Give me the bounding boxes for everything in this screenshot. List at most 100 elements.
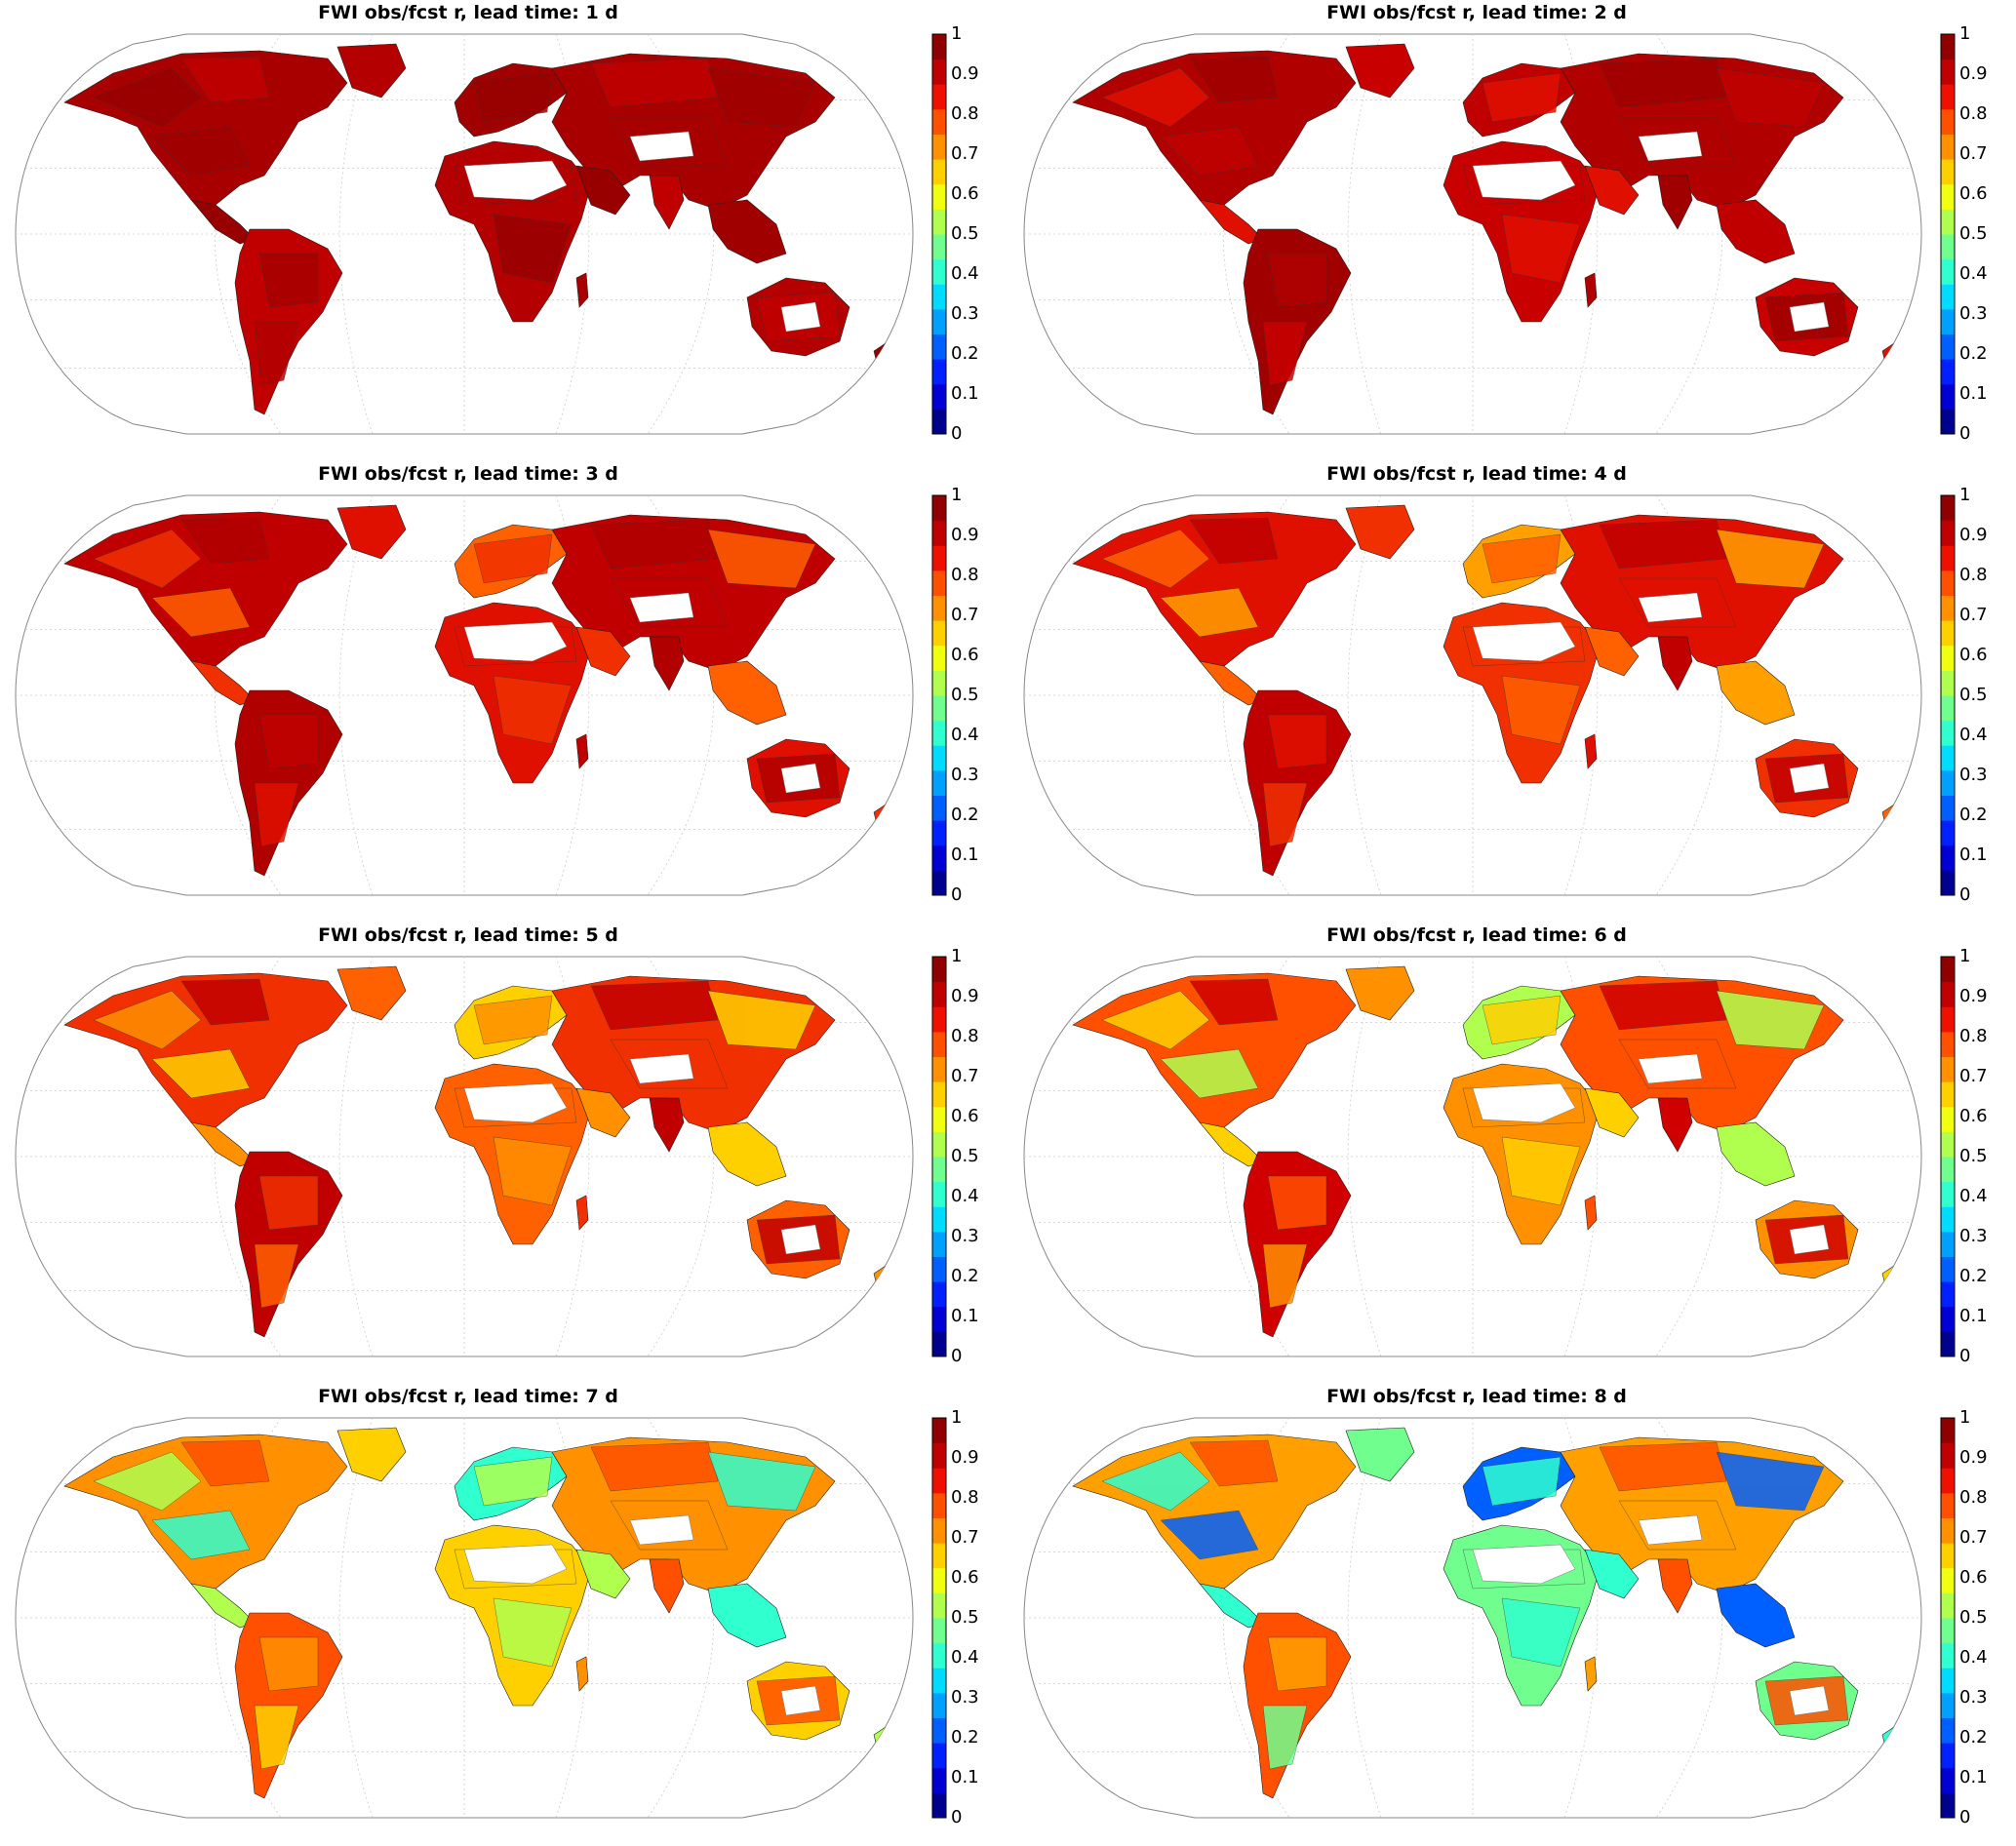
landmass-se-asia	[707, 199, 787, 264]
colorbar-tick-label: 0	[1959, 1346, 1971, 1366]
region-patch	[1262, 1243, 1308, 1309]
colorbar-swatch	[1941, 720, 1955, 746]
landmass-arabia	[1584, 1087, 1640, 1138]
world-map	[1023, 1417, 1922, 1819]
colorbar-tick-label: 1	[1959, 485, 1971, 505]
colorbar-swatch	[932, 844, 946, 871]
region-patch	[493, 675, 573, 745]
colorbar: 0 0.1 0.2 0.3 0.4 0.5 0.6 0.7 0.8 0.9 1	[930, 487, 1008, 904]
colorbar-swatch	[1941, 108, 1955, 135]
region-patch	[1482, 72, 1561, 123]
colorbar: 0 0.1 0.2 0.3 0.4 0.5 0.6 0.7 0.8 0.9 1	[1939, 948, 2016, 1365]
colorbar-swatch	[932, 1592, 946, 1619]
colorbar-tick-label: 0.8	[951, 103, 979, 124]
colorbar-swatch	[1941, 1743, 1955, 1769]
colorbar-tick-label: 0.2	[1959, 343, 1988, 364]
colorbar-tick-label: 0.2	[1959, 1266, 1988, 1286]
colorbar-swatch	[1941, 495, 1955, 522]
colorbar-swatch	[932, 308, 946, 334]
colorbar-tick-label: 0.1	[1959, 1306, 1988, 1326]
colorbar-swatch	[1941, 1767, 1955, 1793]
region-patch	[707, 1451, 816, 1512]
world-map	[1023, 494, 1922, 896]
landmass-madagascar	[575, 272, 589, 308]
desert-mask	[629, 1053, 694, 1084]
colorbar-swatch	[1941, 1106, 1955, 1132]
region-patch	[180, 517, 270, 565]
colorbar-swatch	[932, 1131, 946, 1158]
colorbar-swatch	[1941, 1006, 1955, 1033]
colorbar-tick-label: 0.9	[951, 986, 979, 1006]
landmass-se-asia	[1716, 1121, 1796, 1187]
colorbar-tick-label: 0.9	[951, 1447, 979, 1468]
colorbar-tick-label: 0.4	[1959, 1186, 1988, 1206]
colorbar-swatch	[1941, 359, 1955, 385]
landmass-greenland	[1345, 504, 1415, 560]
desert-mask	[1789, 1685, 1830, 1716]
desert-mask	[463, 1544, 568, 1585]
colorbar-tick-label: 0.8	[1959, 103, 1988, 124]
colorbar-tick-label: 0.1	[1959, 1767, 1988, 1787]
colorbar-swatch	[1941, 820, 1955, 846]
colorbar-swatch	[932, 1543, 946, 1569]
colorbar-swatch	[1941, 34, 1955, 60]
colorbar-tick-label: 0.7	[1959, 1066, 1988, 1086]
panel-title: FWI obs/fcst r, lead time: 4 d	[1326, 463, 1627, 485]
colorbar-swatch	[932, 981, 946, 1007]
colorbar-swatch	[932, 34, 946, 60]
region-patch	[1189, 978, 1279, 1026]
colorbar-tick-label: 0.3	[1959, 1226, 1988, 1246]
colorbar-tick-label: 0.8	[951, 1026, 979, 1046]
map-panel: FWI obs/fcst r, lead time: 8 d 0 0.1 0.2 0.3…	[1008, 1384, 2016, 1845]
colorbar-tick-label: 0.9	[951, 63, 979, 84]
colorbar-tick-label: 0.2	[1959, 805, 1988, 825]
desert-mask	[1789, 1224, 1830, 1255]
colorbar-swatch	[932, 1743, 946, 1769]
colorbar-swatch	[932, 1492, 946, 1518]
region-patch	[590, 58, 719, 108]
colorbar-swatch	[932, 1767, 946, 1793]
colorbar-tick-label: 0.2	[951, 343, 979, 364]
colorbar-tick-label: 0	[951, 884, 963, 905]
region-patch	[473, 995, 553, 1045]
colorbar-swatch	[1941, 1692, 1955, 1718]
colorbar-swatch	[1941, 1231, 1955, 1257]
landmass-greenland	[336, 504, 407, 560]
colorbar-swatch	[932, 1231, 946, 1257]
colorbar-swatch	[932, 957, 946, 983]
desert-mask	[1638, 1053, 1703, 1084]
landmass-india	[649, 175, 685, 230]
map-panel: FWI obs/fcst r, lead time: 2 d 0 0.1 0.2 0.3…	[1008, 0, 2016, 461]
colorbar-swatch	[1941, 1517, 1955, 1544]
colorbar-swatch	[932, 745, 946, 771]
colorbar-swatch	[1941, 745, 1955, 771]
colorbar-tick-label: 0.3	[951, 303, 979, 324]
colorbar-tick-label: 0.4	[951, 1647, 979, 1668]
colorbar-tick-label: 1	[951, 946, 963, 966]
colorbar-swatch	[1941, 1131, 1955, 1158]
colorbar-tick-label: 0.5	[1959, 685, 1988, 705]
region-patch	[1716, 990, 1825, 1050]
colorbar-swatch	[932, 720, 946, 746]
colorbar-tick-label: 0.1	[1959, 844, 1988, 865]
colorbar-tick-label: 1	[1959, 946, 1971, 966]
colorbar-swatch	[932, 383, 946, 410]
panel-title: FWI obs/fcst r, lead time: 3 d	[318, 463, 618, 485]
colorbar-tick-label: 0.2	[951, 805, 979, 825]
colorbar-frame	[931, 1417, 947, 1819]
colorbar-tick-label: 0.7	[951, 143, 979, 164]
colorbar-swatch	[1941, 1056, 1955, 1082]
colorbar-swatch	[932, 520, 946, 546]
world-map	[15, 956, 914, 1357]
colorbar-tick-label: 0	[1959, 423, 1971, 444]
landmass-india	[1657, 1558, 1693, 1614]
desert-mask	[780, 763, 821, 794]
colorbar-swatch	[1941, 1492, 1955, 1518]
desert-mask	[1789, 301, 1830, 333]
colorbar-swatch	[1941, 520, 1955, 546]
colorbar-swatch	[932, 409, 946, 435]
colorbar-swatch	[932, 1056, 946, 1082]
desert-mask	[780, 1224, 821, 1255]
colorbar-swatch	[932, 1157, 946, 1183]
panel-title: FWI obs/fcst r, lead time: 1 d	[318, 2, 618, 23]
